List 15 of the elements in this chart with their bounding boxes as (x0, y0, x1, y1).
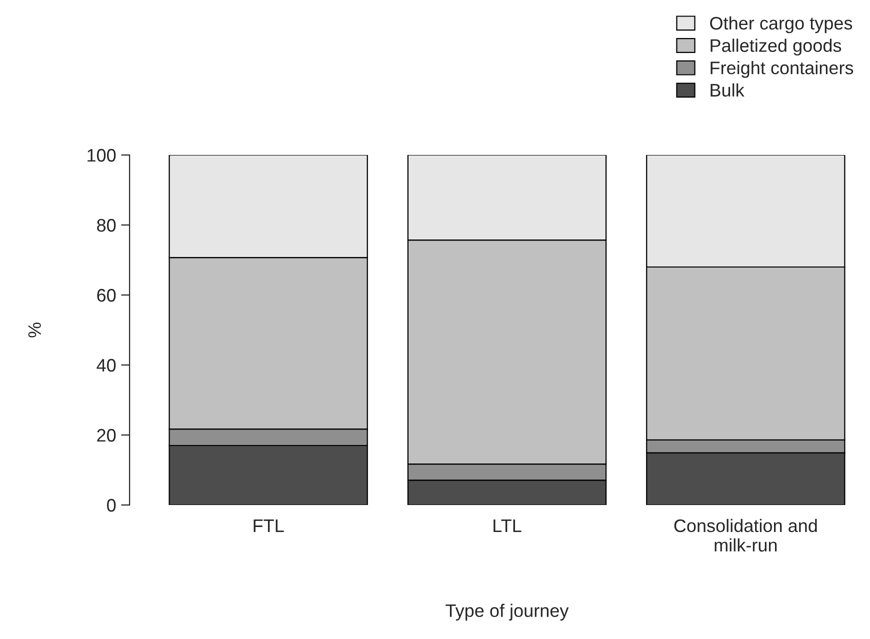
y-tick-label: 40 (96, 358, 116, 372)
y-tick-label: 0 (107, 498, 116, 512)
legend-label: Palletized goods (710, 38, 842, 56)
x-tick-label: Consolidation and milk-run (674, 518, 817, 552)
legend-label: Other cargo types (710, 16, 852, 34)
y-tick-label: 80 (97, 218, 116, 232)
y-axis-title: % (28, 322, 41, 338)
legend-label: Bulk (710, 83, 744, 97)
y-tick-label: 20 (97, 428, 116, 442)
y-tick-label: 60 (97, 288, 116, 302)
x-tick-label: FTL (254, 520, 284, 532)
y-tick-label: 100 (88, 148, 116, 162)
x-axis-title: Type of journey (446, 604, 569, 621)
x-tick-label: LTL (494, 520, 522, 532)
legend-label: Freight containers (710, 61, 854, 78)
